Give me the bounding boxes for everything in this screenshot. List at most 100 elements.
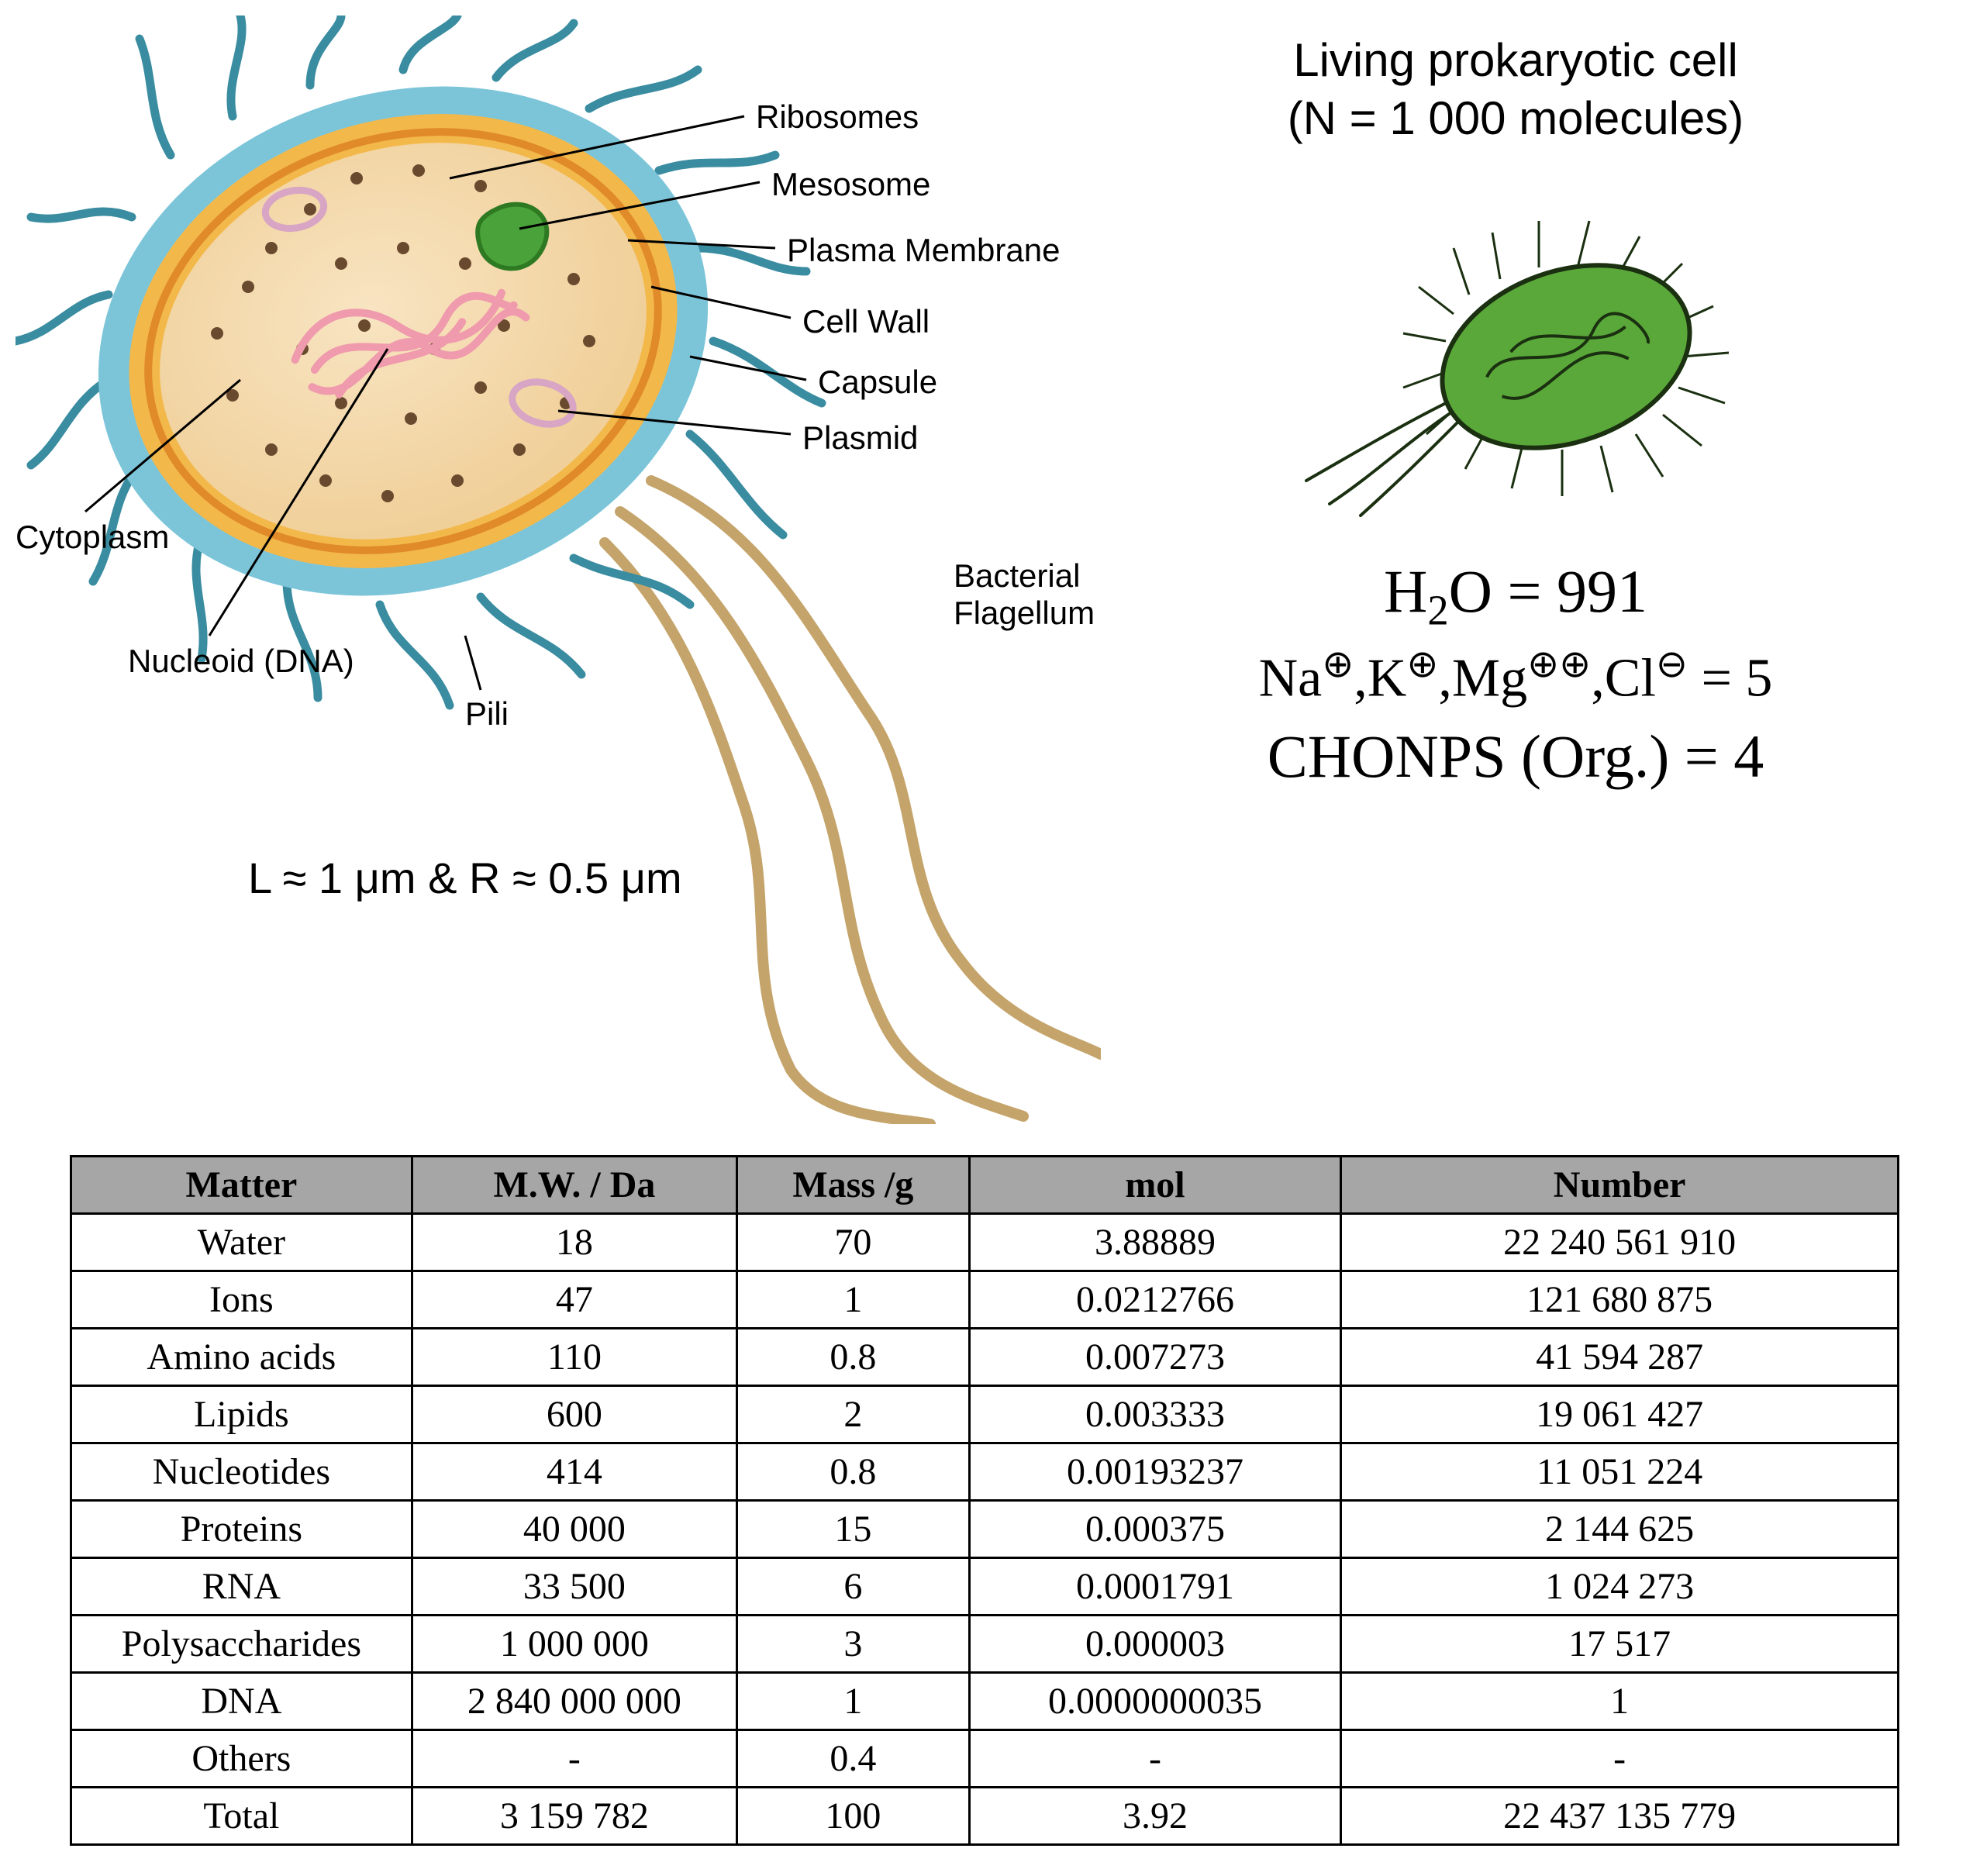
table-cell: 0.003333 — [969, 1386, 1341, 1443]
top-section: Ribosomes Mesosome Plasma Membrane Cell … — [0, 0, 1973, 1124]
table-row: Nucleotides4140.80.0019323711 051 224 — [71, 1443, 1899, 1501]
table-cell: - — [969, 1730, 1341, 1788]
table-cell: Water — [71, 1214, 412, 1271]
table-header-cell: mol — [969, 1157, 1341, 1214]
composition-table: MatterM.W. / DaMass /gmolNumber Water187… — [70, 1155, 1899, 1846]
label-plasmid: Plasmid — [802, 420, 918, 456]
label-mesosome: Mesosome — [771, 167, 930, 202]
table-row: Amino acids1100.80.00727341 594 287 — [71, 1329, 1899, 1386]
cell-dimensions: L ≈ 1 μm & R ≈ 0.5 μm — [248, 853, 682, 903]
table-row: RNA33 50060.00017911 024 273 — [71, 1558, 1899, 1616]
table-cell: 1 — [737, 1271, 970, 1329]
water-h: H — [1384, 557, 1427, 625]
table-cell: 17 517 — [1341, 1616, 1899, 1673]
table-cell: 0.4 — [737, 1730, 970, 1788]
table-cell: 414 — [412, 1443, 736, 1501]
table-cell: Nucleotides — [71, 1443, 412, 1501]
table-cell: 600 — [412, 1386, 736, 1443]
cell-svg — [16, 16, 1101, 1124]
table-cell: 0.0000000035 — [969, 1673, 1341, 1730]
table-cell: 22 240 561 910 — [1341, 1214, 1899, 1271]
table-cell: 33 500 — [412, 1558, 736, 1616]
label-flagellum-l1: Bacterial — [954, 558, 1080, 594]
table-cell: - — [412, 1730, 736, 1788]
table-cell: 0.00193237 — [969, 1443, 1341, 1501]
table-row: Proteins40 000150.0003752 144 625 — [71, 1501, 1899, 1558]
table-cell: 3 — [737, 1616, 970, 1673]
table-cell: Others — [71, 1730, 412, 1788]
table-header-cell: Mass /g — [737, 1157, 970, 1214]
right-title: Living prokaryotic cell (N = 1 000 molec… — [1105, 31, 1926, 147]
table-cell: 0.8 — [737, 1443, 970, 1501]
ions-tail: = 5 — [1688, 649, 1772, 709]
right-title-l1: Living prokaryotic cell — [1293, 34, 1738, 86]
right-column: Living prokaryotic cell (N = 1 000 molec… — [1105, 31, 1926, 797]
label-plasma-membrane: Plasma Membrane — [787, 233, 1060, 268]
label-cytoplasm: Cytoplasm — [16, 519, 169, 555]
table-cell: 3 159 782 — [412, 1788, 736, 1845]
table-cell: 40 000 — [412, 1501, 736, 1558]
table-cell: 110 — [412, 1329, 736, 1386]
label-pili: Pili — [465, 696, 509, 732]
table-cell: - — [1341, 1730, 1899, 1788]
table-row: Others-0.4-- — [71, 1730, 1899, 1788]
table-cell: RNA — [71, 1558, 412, 1616]
water-sub: 2 — [1427, 587, 1448, 634]
table-cell: 47 — [412, 1271, 736, 1329]
table-cell: 0.0001791 — [969, 1558, 1341, 1616]
table-cell: 22 437 135 779 — [1341, 1788, 1899, 1845]
table-head: MatterM.W. / DaMass /gmolNumber — [71, 1157, 1899, 1214]
table-row: Total3 159 7821003.9222 437 135 779 — [71, 1788, 1899, 1845]
table-cell: Ions — [71, 1271, 412, 1329]
right-title-l2: (N = 1 000 molecules) — [1288, 92, 1744, 144]
table-row: DNA2 840 000 00010.00000000351 — [71, 1673, 1899, 1730]
cell-diagram: Ribosomes Mesosome Plasma Membrane Cell … — [16, 16, 1101, 1124]
table-cell: 19 061 427 — [1341, 1386, 1899, 1443]
table-cell: Amino acids — [71, 1329, 412, 1386]
table-cell: 6 — [737, 1558, 970, 1616]
label-nucleoid: Nucleoid (DNA) — [128, 643, 354, 679]
table-cell: 1 024 273 — [1341, 1558, 1899, 1616]
table-row: Polysaccharides1 000 00030.00000317 517 — [71, 1616, 1899, 1673]
table-cell: 0.0212766 — [969, 1271, 1341, 1329]
water-line: H2O = 991 — [1105, 550, 1926, 639]
table-cell: 3.92 — [969, 1788, 1341, 1845]
table-cell: 0.000375 — [969, 1501, 1341, 1558]
table-cell: 0.000003 — [969, 1616, 1341, 1673]
table-cell: Total — [71, 1788, 412, 1845]
table-cell: 0.8 — [737, 1329, 970, 1386]
table-cell: 18 — [412, 1214, 736, 1271]
ions-line: Na⊕,K⊕,Mg⊕⊕,Cl⊖ = 5 — [1105, 639, 1926, 716]
label-capsule: Capsule — [818, 364, 937, 400]
molecule-summary: H2O = 991 Na⊕,K⊕,Mg⊕⊕,Cl⊖ = 5 CHONPS (Or… — [1105, 550, 1926, 797]
label-cell-wall: Cell Wall — [802, 304, 930, 340]
table-cell: 2 144 625 — [1341, 1501, 1899, 1558]
table-row: Lipids60020.00333319 061 427 — [71, 1386, 1899, 1443]
table-cell: 0.007273 — [969, 1329, 1341, 1386]
label-flagellum-l2: Flagellum — [954, 595, 1095, 631]
table-cell: 2 — [737, 1386, 970, 1443]
chonps-line: CHONPS (Org.) = 4 — [1105, 716, 1926, 797]
table-row: Ions4710.0212766121 680 875 — [71, 1271, 1899, 1329]
table-row: Water18703.8888922 240 561 910 — [71, 1214, 1899, 1271]
page: Ribosomes Mesosome Plasma Membrane Cell … — [0, 0, 1973, 1876]
table-cell: 41 594 287 — [1341, 1329, 1899, 1386]
table-cell: 100 — [737, 1788, 970, 1845]
table-body: Water18703.8888922 240 561 910Ions4710.0… — [71, 1214, 1899, 1845]
table-cell: Proteins — [71, 1501, 412, 1558]
table-header-row: MatterM.W. / DaMass /gmolNumber — [71, 1157, 1899, 1214]
table-cell: 3.88889 — [969, 1214, 1341, 1271]
table-header-cell: Number — [1341, 1157, 1899, 1214]
table-cell: 1 — [1341, 1673, 1899, 1730]
table-header-cell: M.W. / Da — [412, 1157, 736, 1214]
label-ribosomes: Ribosomes — [756, 99, 919, 135]
table-cell: DNA — [71, 1673, 412, 1730]
table-cell: 121 680 875 — [1341, 1271, 1899, 1329]
table-header-cell: Matter — [71, 1157, 412, 1214]
table-cell: Polysaccharides — [71, 1616, 412, 1673]
table-cell: 70 — [737, 1214, 970, 1271]
table-cell: Lipids — [71, 1386, 412, 1443]
table-cell: 1 — [737, 1673, 970, 1730]
bacterium-icon — [1283, 194, 1748, 519]
table-cell: 15 — [737, 1501, 970, 1558]
